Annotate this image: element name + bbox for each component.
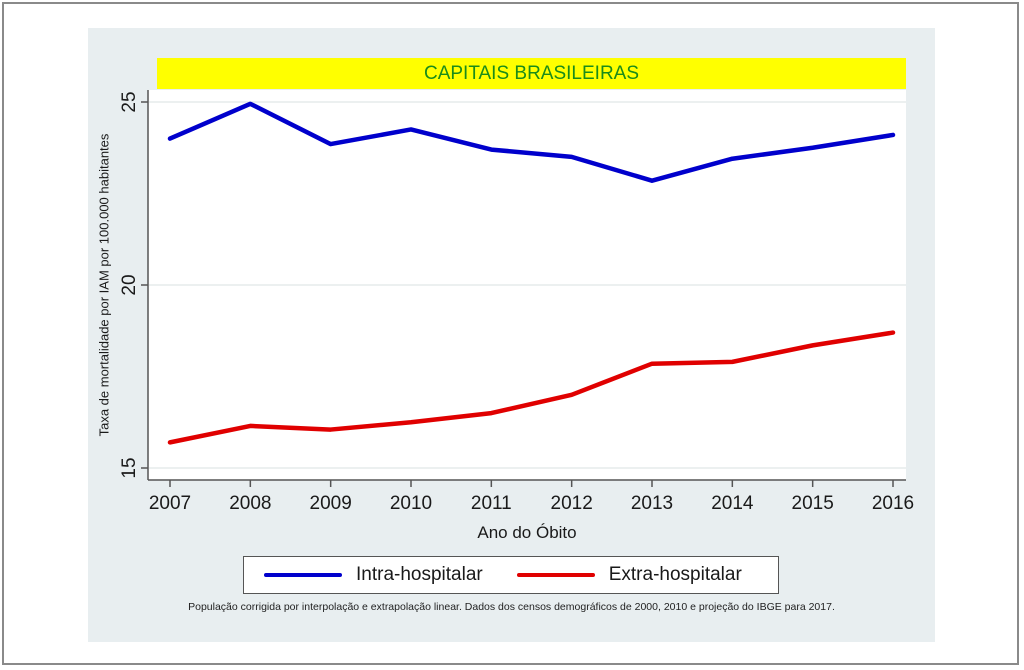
- y-tick-label: 15: [119, 457, 140, 478]
- x-ticks: 2007 2008 2009 2010 2011 2012 2013 2014 2015 2016: [149, 480, 914, 514]
- y-tick-label: 20: [119, 274, 140, 295]
- series-line-extra-hospitalar: [167, 330, 896, 445]
- x-tick-label: 2012: [551, 493, 593, 514]
- x-tick-label: 2014: [711, 493, 754, 514]
- x-axis-label: Ano do Óbito: [477, 523, 577, 542]
- legend-item-intra: Intra-hospitalar: [244, 564, 483, 586]
- legend-swatch-extra: [516, 573, 595, 577]
- y-ticks: 15 20 25: [119, 91, 148, 479]
- footnote: População corrigida por interpolação e e…: [188, 601, 835, 613]
- x-tick-label: 2009: [310, 493, 352, 514]
- gridlines: [149, 101, 906, 469]
- x-tick-label: 2008: [229, 493, 271, 514]
- series-line-intra-hospitalar: [167, 101, 896, 183]
- y-tick-label: 25: [119, 91, 140, 112]
- legend-label-extra: Extra-hospitalar: [608, 564, 742, 585]
- legend-item-extra: Extra-hospitalar: [516, 564, 742, 586]
- x-tick-label: 2011: [471, 493, 512, 514]
- y-axis-label: Taxa de mortalidade por IAM por 100.000 …: [96, 133, 112, 437]
- legend-label-intra: Intra-hospitalar: [356, 564, 483, 585]
- x-tick-label: 2007: [149, 493, 191, 514]
- x-tick-label: 2016: [872, 493, 914, 514]
- x-tick-label: 2013: [631, 493, 673, 514]
- x-tick-label: 2015: [792, 493, 834, 514]
- chart-title-text: CAPITAIS BRASILEIRAS: [423, 62, 640, 84]
- series-lines: [167, 101, 896, 445]
- legend: Intra-hospitalar Extra-hospitalar: [243, 556, 779, 594]
- x-tick-label: 2010: [390, 493, 432, 514]
- legend-swatch-intra: [264, 573, 342, 577]
- chart-title: CAPITAIS BRASILEIRAS: [157, 58, 906, 89]
